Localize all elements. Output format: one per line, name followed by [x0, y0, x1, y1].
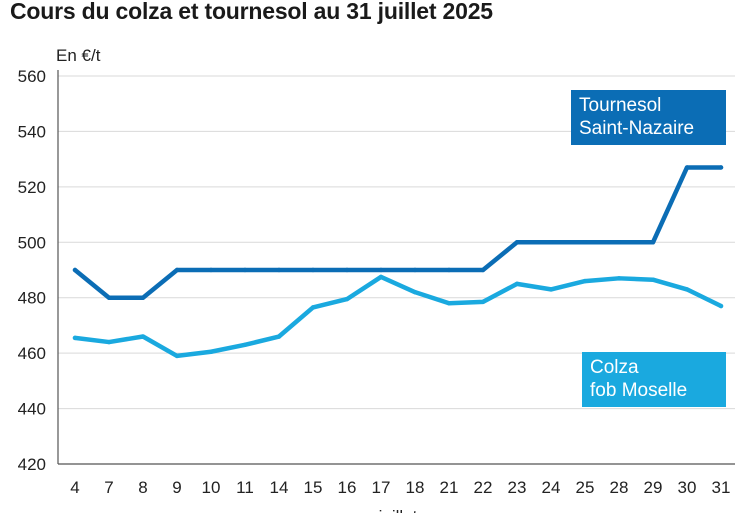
- data-point-colza-21: [446, 301, 452, 306]
- data-point-tournesol-14: [276, 267, 282, 273]
- data-point-tournesol-16: [344, 267, 350, 273]
- legend-colza: Colza fob Moselle: [582, 352, 726, 407]
- legend-tournesol-line2: Saint-Nazaire: [579, 118, 695, 139]
- y-tick-label-440: 440: [18, 400, 46, 419]
- x-tick-label-21: 21: [440, 478, 459, 497]
- x-tick-label-25: 25: [576, 478, 595, 497]
- y-tick-label-420: 420: [18, 455, 46, 474]
- x-tick-label-15: 15: [304, 478, 323, 497]
- y-tick-label-560: 560: [18, 67, 46, 86]
- x-tick-label-17: 17: [372, 478, 391, 497]
- data-point-colza-4: [72, 335, 78, 341]
- data-point-tournesol-8: [140, 295, 146, 300]
- data-point-colza-18: [412, 289, 418, 295]
- data-point-colza-14: [276, 334, 282, 339]
- data-point-tournesol-25: [582, 240, 588, 245]
- data-point-tournesol-24: [548, 240, 554, 245]
- x-tick-label-18: 18: [406, 478, 425, 497]
- chart-title: Cours du colza et tournesol au 31 juille…: [10, 0, 493, 24]
- data-point-tournesol-21: [446, 267, 452, 273]
- x-tick-label-22: 22: [474, 478, 493, 497]
- data-point-tournesol-9: [174, 267, 180, 273]
- data-point-tournesol-15: [310, 267, 316, 273]
- x-tick-label-14: 14: [270, 478, 289, 497]
- data-point-colza-22: [480, 299, 486, 305]
- data-point-colza-11: [242, 342, 248, 348]
- data-point-tournesol-30: [684, 165, 690, 170]
- x-tick-label-8: 8: [138, 478, 147, 497]
- data-point-colza-31: [718, 303, 724, 309]
- y-tick-label-520: 520: [18, 178, 46, 197]
- data-point-colza-16: [344, 296, 350, 302]
- data-point-colza-28: [616, 276, 622, 281]
- data-point-colza-30: [684, 287, 690, 292]
- legend-tournesol: Tournesol Saint-Nazaire: [571, 90, 726, 145]
- x-tick-label-4: 4: [70, 478, 79, 497]
- data-point-tournesol-17: [378, 267, 384, 273]
- x-tick-label-24: 24: [542, 478, 561, 497]
- x-tick-label-28: 28: [610, 478, 629, 497]
- data-point-tournesol-23: [514, 240, 520, 245]
- y-tick-label-460: 460: [18, 344, 46, 363]
- y-axis-unit-label: En €/t: [56, 46, 101, 65]
- data-point-tournesol-11: [242, 267, 248, 273]
- data-point-tournesol-28: [616, 240, 622, 245]
- data-point-tournesol-22: [480, 267, 486, 273]
- y-tick-label-540: 540: [18, 122, 46, 141]
- x-tick-label-11: 11: [236, 478, 254, 497]
- legend-colza-line1: Colza: [590, 357, 639, 378]
- data-point-colza-10: [208, 349, 214, 354]
- data-point-colza-29: [650, 277, 656, 282]
- data-point-colza-8: [140, 334, 146, 339]
- data-point-tournesol-18: [412, 267, 418, 273]
- data-point-tournesol-31: [718, 165, 724, 170]
- x-tick-label-29: 29: [644, 478, 663, 497]
- x-tick-label-7: 7: [104, 478, 113, 497]
- x-tick-label-30: 30: [678, 478, 697, 497]
- x-axis-label: juillet: [378, 507, 418, 513]
- data-point-colza-15: [310, 305, 316, 310]
- x-tick-label-16: 16: [338, 478, 357, 497]
- data-point-tournesol-29: [650, 240, 656, 245]
- data-point-tournesol-4: [72, 267, 78, 273]
- y-tick-label-480: 480: [18, 289, 46, 308]
- legend-tournesol-line1: Tournesol: [579, 95, 662, 116]
- data-point-colza-24: [548, 287, 554, 292]
- x-tick-label-31: 31: [712, 478, 731, 497]
- legend-colza-line2: fob Moselle: [590, 380, 688, 401]
- data-point-colza-17: [378, 274, 384, 280]
- series-line-colza: [72, 274, 724, 359]
- data-point-colza-7: [106, 339, 112, 345]
- data-point-tournesol-10: [208, 267, 214, 273]
- data-point-colza-23: [514, 281, 520, 287]
- x-tick-label-10: 10: [202, 478, 221, 497]
- data-point-tournesol-7: [106, 295, 112, 300]
- x-tick-label-9: 9: [172, 478, 181, 497]
- series-line-tournesol: [72, 165, 724, 300]
- y-tick-label-500: 500: [18, 233, 46, 252]
- data-point-colza-9: [174, 353, 180, 359]
- x-tick-label-23: 23: [508, 478, 527, 497]
- data-point-colza-25: [582, 278, 588, 284]
